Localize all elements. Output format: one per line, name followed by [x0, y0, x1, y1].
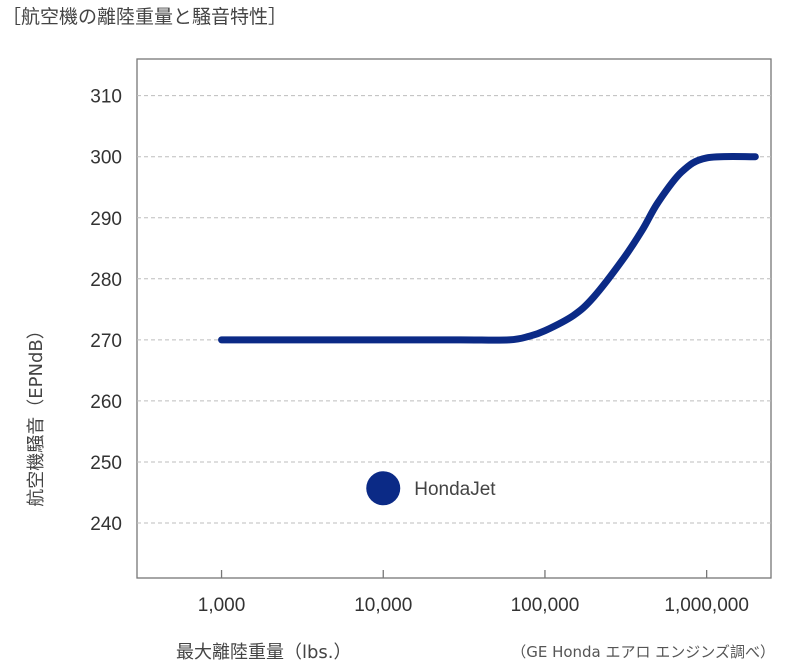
y-tick-label: 240 [90, 514, 122, 535]
y-tick-label: 300 [90, 148, 122, 169]
y-tick-label: 280 [90, 270, 122, 291]
hondajet-label: HondaJet [414, 479, 496, 500]
y-tick-label: 270 [90, 331, 122, 352]
x-ticks: 1,000 10,000 100,000 1,000,000 [198, 570, 749, 616]
page-title: ［航空機の離陸重量と騒音特性］ [2, 6, 288, 28]
hondajet-point [366, 471, 401, 506]
x-tick-label: 10,000 [354, 595, 412, 616]
source-note: （GE Honda エアロ エンジンズ調べ） [511, 643, 775, 661]
y-tick-label: 260 [90, 392, 122, 413]
plot-frame [136, 58, 772, 579]
x-tick-label: 100,000 [511, 595, 580, 616]
x-tick-label: 1,000 [198, 595, 246, 616]
y-ticks: 240 250 260 270 280 290 300 310 [90, 87, 122, 535]
y-axis-title: 航空機騒音（EPNdB） [26, 321, 47, 506]
x-axis-title: 最大離陸重量（lbs.） [176, 642, 352, 663]
y-tick-label: 290 [90, 209, 122, 230]
y-tick-label: 250 [90, 453, 122, 474]
x-tick-label: 1,000,000 [664, 595, 749, 616]
grid-lines [137, 95, 771, 524]
y-tick-label: 310 [90, 87, 122, 108]
noise-curve [218, 152, 759, 344]
